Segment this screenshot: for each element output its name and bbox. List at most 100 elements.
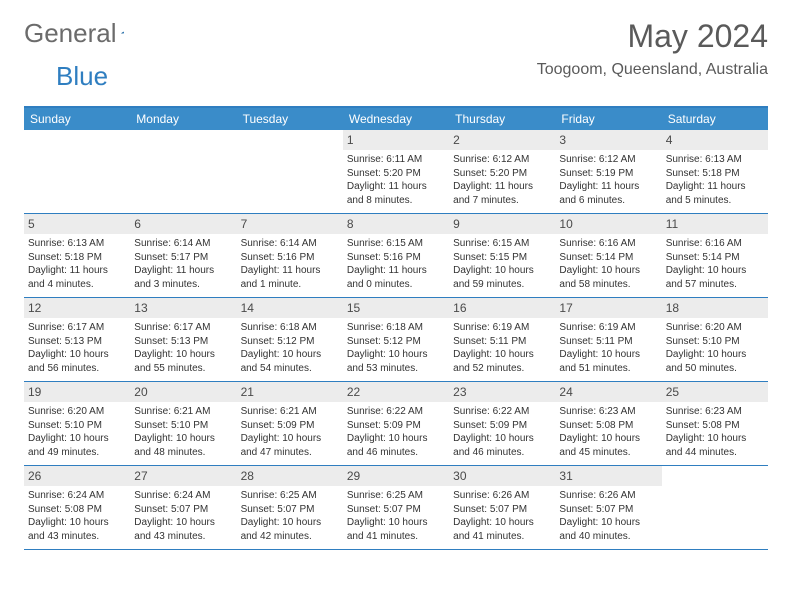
day-details: Sunrise: 6:21 AMSunset: 5:09 PMDaylight:… (241, 405, 339, 459)
day-details: Sunrise: 6:13 AMSunset: 5:18 PMDaylight:… (666, 153, 764, 207)
calendar-page: General May 2024 Toogoom, Queensland, Au… (0, 0, 792, 550)
day-cell: 28 Sunrise: 6:25 AMSunset: 5:07 PMDayligh… (237, 466, 343, 549)
logo-text-1: General (24, 18, 117, 49)
day-number: 16 (449, 298, 555, 318)
day-cell: 30 Sunrise: 6:26 AMSunset: 5:07 PMDayligh… (449, 466, 555, 549)
day-details: Sunrise: 6:19 AMSunset: 5:11 PMDaylight:… (453, 321, 551, 375)
day-number: 5 (24, 214, 130, 234)
day-cell: 21 Sunrise: 6:21 AMSunset: 5:09 PMDayligh… (237, 382, 343, 465)
day-cell: 18Sunrise: 6:20 AMSunset: 5:10 PMDayligh… (662, 298, 768, 381)
day-details: Sunrise: 6:19 AMSunset: 5:11 PMDaylight:… (559, 321, 657, 375)
weekday-header: Friday (555, 108, 661, 130)
day-number: 27 (130, 466, 236, 486)
day-number: 26 (24, 466, 130, 486)
day-details: Sunrise: 6:14 AMSunset: 5:16 PMDaylight:… (241, 237, 339, 291)
week-row: 1Sunrise: 6:11 AMSunset: 5:20 PMDaylight… (24, 130, 768, 214)
day-details: Sunrise: 6:26 AMSunset: 5:07 PMDaylight:… (559, 489, 657, 543)
day-details: Sunrise: 6:12 AMSunset: 5:20 PMDaylight:… (453, 153, 551, 207)
day-cell: 2 Sunrise: 6:12 AMSunset: 5:20 PMDaylight… (449, 130, 555, 213)
day-number: 21 (237, 382, 343, 402)
calendar: SundayMondayTuesdayWednesdayThursdayFrid… (24, 106, 768, 550)
day-cell: 29Sunrise: 6:25 AMSunset: 5:07 PMDayligh… (343, 466, 449, 549)
day-cell: 6 Sunrise: 6:14 AMSunset: 5:17 PMDaylight… (130, 214, 236, 297)
day-number: 2 (449, 130, 555, 150)
day-cell: 27Sunrise: 6:24 AMSunset: 5:07 PMDayligh… (130, 466, 236, 549)
day-cell (662, 466, 768, 549)
weekday-header: Thursday (449, 108, 555, 130)
logo-triangle-icon (121, 23, 124, 41)
day-cell: 25 Sunrise: 6:23 AMSunset: 5:08 PMDayligh… (662, 382, 768, 465)
day-details: Sunrise: 6:12 AMSunset: 5:19 PMDaylight:… (559, 153, 657, 207)
weekday-header-row: SundayMondayTuesdayWednesdayThursdayFrid… (24, 108, 768, 130)
day-number: 9 (449, 214, 555, 234)
day-cell: 14 Sunrise: 6:18 AMSunset: 5:12 PMDayligh… (237, 298, 343, 381)
day-details: Sunrise: 6:26 AMSunset: 5:07 PMDaylight:… (453, 489, 551, 543)
weekday-header: Tuesday (237, 108, 343, 130)
day-number: 24 (555, 382, 661, 402)
day-details: Sunrise: 6:16 AMSunset: 5:14 PMDaylight:… (559, 237, 657, 291)
day-details: Sunrise: 6:17 AMSunset: 5:13 PMDaylight:… (28, 321, 126, 375)
day-details: Sunrise: 6:15 AMSunset: 5:16 PMDaylight:… (347, 237, 445, 291)
day-cell: 1Sunrise: 6:11 AMSunset: 5:20 PMDaylight… (343, 130, 449, 213)
day-cell: 11Sunrise: 6:16 AMSunset: 5:14 PMDayligh… (662, 214, 768, 297)
month-title: May 2024 (537, 18, 768, 55)
week-row: 5 Sunrise: 6:13 AMSunset: 5:18 PMDaylight… (24, 214, 768, 298)
day-details: Sunrise: 6:22 AMSunset: 5:09 PMDaylight:… (347, 405, 445, 459)
day-details: Sunrise: 6:17 AMSunset: 5:13 PMDaylight:… (134, 321, 232, 375)
week-row: 12Sunrise: 6:17 AMSunset: 5:13 PMDayligh… (24, 298, 768, 382)
day-details: Sunrise: 6:16 AMSunset: 5:14 PMDaylight:… (666, 237, 764, 291)
day-details: Sunrise: 6:11 AMSunset: 5:20 PMDaylight:… (347, 153, 445, 207)
day-number: 23 (449, 382, 555, 402)
day-cell: 24 Sunrise: 6:23 AMSunset: 5:08 PMDayligh… (555, 382, 661, 465)
day-number: 17 (555, 298, 661, 318)
day-number: 22 (343, 382, 449, 402)
day-cell: 19Sunrise: 6:20 AMSunset: 5:10 PMDayligh… (24, 382, 130, 465)
day-number: 25 (662, 382, 768, 402)
logo-text-2: Blue (56, 61, 108, 92)
day-number: 20 (130, 382, 236, 402)
day-number: 12 (24, 298, 130, 318)
day-details: Sunrise: 6:22 AMSunset: 5:09 PMDaylight:… (453, 405, 551, 459)
location-text: Toogoom, Queensland, Australia (537, 61, 768, 79)
weekday-header: Saturday (662, 108, 768, 130)
day-details: Sunrise: 6:18 AMSunset: 5:12 PMDaylight:… (347, 321, 445, 375)
day-details: Sunrise: 6:13 AMSunset: 5:18 PMDaylight:… (28, 237, 126, 291)
day-cell: 4 Sunrise: 6:13 AMSunset: 5:18 PMDaylight… (662, 130, 768, 213)
day-number: 28 (237, 466, 343, 486)
day-details: Sunrise: 6:18 AMSunset: 5:12 PMDaylight:… (241, 321, 339, 375)
day-cell (130, 130, 236, 213)
day-number: 8 (343, 214, 449, 234)
weeks-container: 1Sunrise: 6:11 AMSunset: 5:20 PMDaylight… (24, 130, 768, 550)
day-cell: 17 Sunrise: 6:19 AMSunset: 5:11 PMDayligh… (555, 298, 661, 381)
day-details: Sunrise: 6:23 AMSunset: 5:08 PMDaylight:… (559, 405, 657, 459)
day-details: Sunrise: 6:25 AMSunset: 5:07 PMDaylight:… (347, 489, 445, 543)
day-number: 4 (662, 130, 768, 150)
weekday-header: Wednesday (343, 108, 449, 130)
day-cell: 22 Sunrise: 6:22 AMSunset: 5:09 PMDayligh… (343, 382, 449, 465)
day-details: Sunrise: 6:25 AMSunset: 5:07 PMDaylight:… (241, 489, 339, 543)
day-number: 13 (130, 298, 236, 318)
day-cell: 3Sunrise: 6:12 AMSunset: 5:19 PMDaylight… (555, 130, 661, 213)
day-cell: 26Sunrise: 6:24 AMSunset: 5:08 PMDayligh… (24, 466, 130, 549)
day-number: 10 (555, 214, 661, 234)
day-details: Sunrise: 6:21 AMSunset: 5:10 PMDaylight:… (134, 405, 232, 459)
day-cell: 15 Sunrise: 6:18 AMSunset: 5:12 PMDayligh… (343, 298, 449, 381)
day-cell: 31Sunrise: 6:26 AMSunset: 5:07 PMDayligh… (555, 466, 661, 549)
day-number: 6 (130, 214, 236, 234)
day-details: Sunrise: 6:14 AMSunset: 5:17 PMDaylight:… (134, 237, 232, 291)
weekday-header: Sunday (24, 108, 130, 130)
day-cell: 20 Sunrise: 6:21 AMSunset: 5:10 PMDayligh… (130, 382, 236, 465)
week-row: 26Sunrise: 6:24 AMSunset: 5:08 PMDayligh… (24, 466, 768, 550)
day-cell: 13 Sunrise: 6:17 AMSunset: 5:13 PMDayligh… (130, 298, 236, 381)
day-details: Sunrise: 6:23 AMSunset: 5:08 PMDaylight:… (666, 405, 764, 459)
day-cell: 23 Sunrise: 6:22 AMSunset: 5:09 PMDayligh… (449, 382, 555, 465)
day-number: 30 (449, 466, 555, 486)
day-cell: 9Sunrise: 6:15 AMSunset: 5:15 PMDaylight… (449, 214, 555, 297)
day-cell: 10 Sunrise: 6:16 AMSunset: 5:14 PMDayligh… (555, 214, 661, 297)
day-cell (24, 130, 130, 213)
day-cell (237, 130, 343, 213)
day-cell: 5 Sunrise: 6:13 AMSunset: 5:18 PMDaylight… (24, 214, 130, 297)
day-number: 15 (343, 298, 449, 318)
day-number: 14 (237, 298, 343, 318)
logo: General (24, 18, 145, 49)
